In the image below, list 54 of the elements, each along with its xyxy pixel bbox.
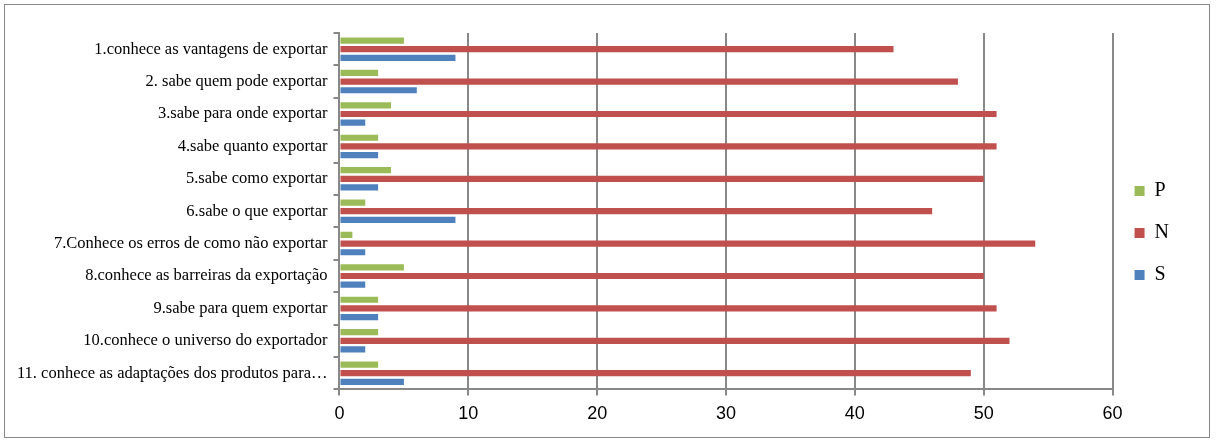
bar (340, 175, 984, 182)
bar (340, 54, 456, 61)
y-tick-label: 2. sabe quem pode exportar (145, 70, 328, 90)
bar (340, 264, 404, 271)
bar (340, 87, 417, 94)
bar (340, 337, 1010, 344)
y-tick-label: 5.sabe como exportar (185, 168, 328, 188)
bar (340, 370, 971, 377)
y-tick-label: 11. conhece as adaptações dos produtos para… (16, 362, 328, 382)
x-tick-label: 10 (458, 403, 479, 424)
bar (340, 231, 353, 239)
y-tick-label: 3.sabe para onde exportar (157, 103, 328, 123)
bar (340, 110, 997, 118)
bar (340, 329, 379, 336)
x-tick-label: 20 (587, 403, 608, 424)
y-tick-label: 6.sabe o que exportar (186, 200, 328, 220)
bar (340, 78, 958, 85)
bar (340, 134, 379, 141)
bar (340, 305, 997, 312)
bar (340, 46, 894, 53)
x-tick-label: 60 (1102, 403, 1123, 424)
legend-label: P (1154, 178, 1166, 201)
bar (340, 281, 366, 288)
bar (340, 240, 1036, 247)
bar (340, 208, 933, 215)
x-tick-label: 30 (716, 403, 737, 424)
bar (340, 167, 392, 174)
bar (340, 102, 392, 109)
bar (340, 216, 456, 223)
bar (340, 313, 379, 321)
bar (340, 199, 366, 206)
bar (340, 37, 404, 44)
bar (340, 361, 379, 368)
bar (340, 143, 997, 150)
bar (340, 184, 379, 191)
bar (340, 249, 366, 256)
y-tick-label: 7.Conhece os erros de como não exportar (53, 232, 328, 252)
y-tick-label: 10.conhece o universo do exportador (83, 330, 328, 350)
legend-label: S (1154, 262, 1166, 285)
y-tick-label: 1.conhece as vantagens de exportar (94, 38, 328, 58)
bar (340, 296, 379, 303)
y-tick-label: 4.sabe quanto exportar (177, 135, 328, 155)
bar (340, 119, 366, 126)
y-tick-label: 8.conhece as barreiras da exportação (85, 265, 328, 285)
x-tick-label: 50 (973, 403, 994, 424)
x-tick-label: 40 (844, 403, 865, 424)
legend-label: N (1154, 220, 1170, 243)
bar (340, 69, 379, 77)
x-tick-label: 0 (334, 403, 345, 424)
y-tick-label: 9.sabe para quem exportar (153, 297, 328, 317)
bar (340, 378, 404, 385)
bar (340, 272, 984, 280)
bar (340, 346, 366, 353)
bar (340, 151, 379, 159)
